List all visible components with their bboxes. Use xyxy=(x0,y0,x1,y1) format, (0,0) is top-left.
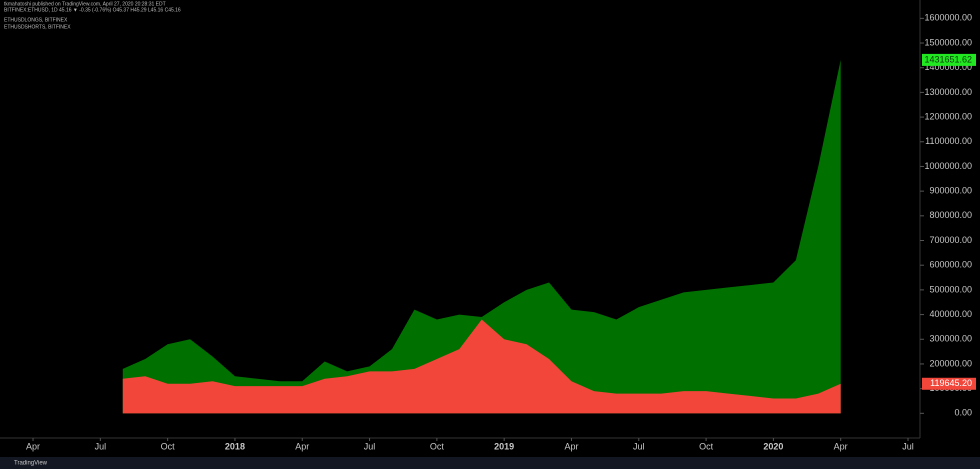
y-tick-label: 0.00 xyxy=(954,408,972,418)
x-tick-label: Oct xyxy=(699,441,714,451)
legend-entry: ETHUSDLONGS, BITFINEX xyxy=(4,17,68,23)
last-value-label: 1431651.62 xyxy=(924,54,972,64)
y-tick-label: 700000.00 xyxy=(929,235,972,245)
y-tick-label: 1300000.00 xyxy=(924,87,972,97)
y-tick-label: 800000.00 xyxy=(929,210,972,220)
x-tick-label: 2018 xyxy=(225,441,245,451)
x-tick-label: Jul xyxy=(95,441,107,451)
x-tick-label: Oct xyxy=(161,441,176,451)
y-tick-label: 300000.00 xyxy=(929,334,972,344)
x-tick-label: Jul xyxy=(364,441,376,451)
y-tick-label: 1500000.00 xyxy=(924,37,972,47)
last-value-tag xyxy=(922,53,976,66)
area xyxy=(122,319,841,414)
x-tick-label: Jul xyxy=(902,441,914,451)
x-tick-label: Oct xyxy=(430,441,445,451)
x-tick-label: 2020 xyxy=(763,441,783,451)
y-tick-label: 1400000.00 xyxy=(924,62,972,72)
footer-text: TradingView xyxy=(14,461,48,467)
x-tick-label: Apr xyxy=(834,441,848,451)
y-tick-label: 1200000.00 xyxy=(924,111,972,121)
area xyxy=(122,59,841,414)
header: tkmahatoshi published on TradingView.com… xyxy=(4,1,166,7)
subtitle: BITFINEX:ETHUSD, 1D 45.16 ▼ -0.35 (-0.76… xyxy=(4,7,181,13)
y-tick-label: 1000000.00 xyxy=(924,161,972,171)
y-tick-label: 200000.00 xyxy=(929,358,972,368)
y-tick-label: 500000.00 xyxy=(929,284,972,294)
y-tick-label: 400000.00 xyxy=(929,309,972,319)
x-tick-label: Apr xyxy=(564,441,578,451)
last-value-label: 119645.20 xyxy=(930,378,972,388)
x-tick-label: 2019 xyxy=(494,441,514,451)
y-tick-label: 600000.00 xyxy=(929,260,972,270)
x-tick-label: Apr xyxy=(26,441,40,451)
last-value-tag xyxy=(922,377,976,390)
footer-bar xyxy=(0,457,980,469)
x-tick-label: Jul xyxy=(633,441,645,451)
y-tick-label: 1600000.00 xyxy=(924,13,972,23)
legend-entry: ETHUSDSHORTS, BITFINEX xyxy=(4,24,71,30)
y-tick-label: 1100000.00 xyxy=(925,136,972,146)
y-tick-label: 900000.00 xyxy=(929,186,972,196)
x-tick-label: Apr xyxy=(295,441,309,451)
